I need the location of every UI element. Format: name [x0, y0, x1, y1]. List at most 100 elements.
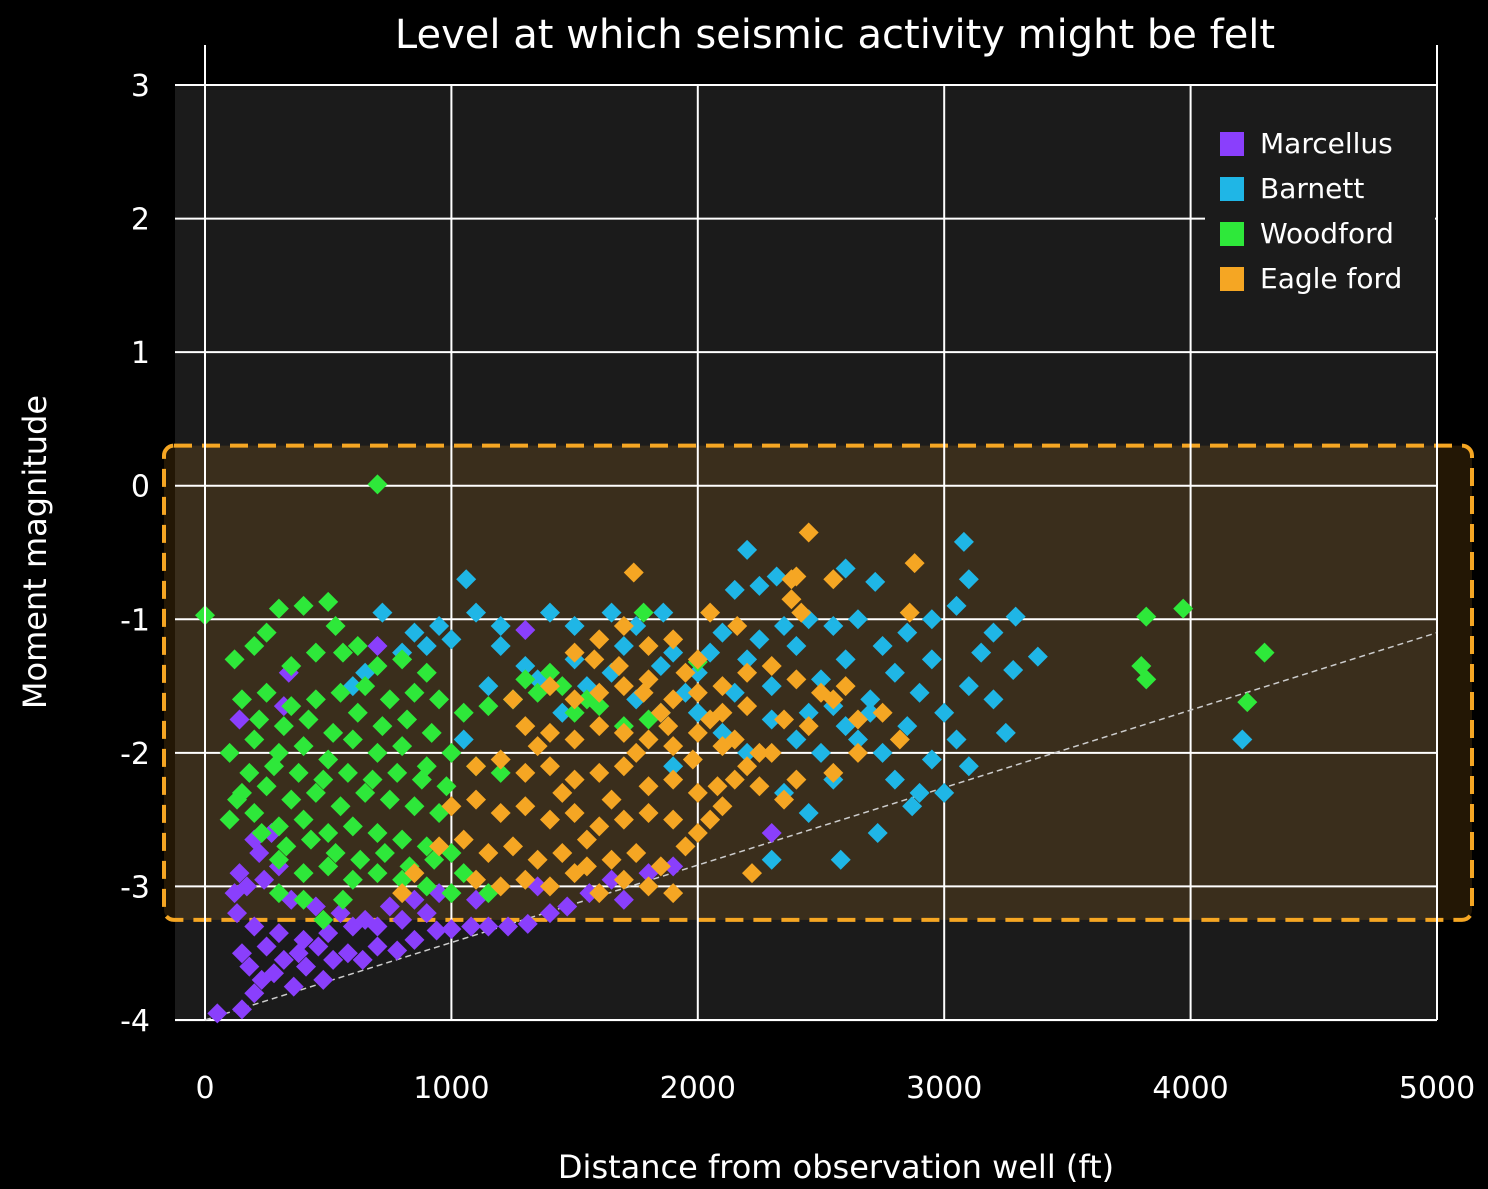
data-point: [313, 969, 334, 990]
data-point: [392, 649, 413, 670]
data-point: [256, 776, 277, 797]
data-point: [786, 729, 807, 750]
x-tick-label: 4000: [1152, 1071, 1228, 1106]
data-point: [872, 636, 893, 656]
data-point: [367, 742, 388, 763]
data-point: [909, 782, 930, 803]
data-point: [889, 729, 910, 750]
data-point: [724, 729, 745, 750]
data-point: [564, 642, 585, 663]
data-point: [1237, 692, 1258, 713]
data-point: [847, 609, 868, 630]
data-point: [293, 889, 314, 910]
data-point: [330, 682, 351, 703]
data-point: [613, 869, 634, 890]
data-point: [823, 689, 844, 710]
data-point: [663, 642, 684, 663]
data-point: [589, 816, 610, 837]
data-point: [774, 789, 795, 810]
data-point: [737, 742, 758, 763]
data-point: [663, 689, 684, 710]
data-point: [552, 702, 573, 723]
data-point: [727, 615, 748, 636]
data-point: [663, 769, 684, 790]
legend-swatch: [1220, 177, 1244, 201]
y-tick-label: 3: [131, 69, 150, 104]
data-point: [663, 629, 684, 650]
data-point: [527, 736, 548, 757]
data-point: [404, 682, 425, 703]
data-point: [872, 702, 893, 723]
data-point: [791, 602, 812, 623]
data-point: [712, 622, 733, 643]
data-point: [397, 709, 418, 730]
data-point: [387, 940, 408, 961]
data-point: [539, 809, 560, 830]
data-point: [626, 843, 647, 864]
data-point: [761, 823, 782, 843]
data-point: [256, 622, 277, 643]
data-point: [638, 636, 659, 656]
data-point: [478, 916, 499, 937]
data-point: [325, 843, 346, 864]
data-point: [362, 769, 383, 790]
data-point: [953, 531, 974, 552]
data-point: [638, 776, 659, 797]
y-tick-label: -2: [120, 737, 150, 772]
x-tick-label: 2000: [660, 1071, 736, 1106]
data-point: [823, 615, 844, 636]
data-point: [1232, 729, 1253, 750]
data-point: [847, 709, 868, 730]
data-point: [1136, 669, 1157, 690]
data-point: [355, 909, 376, 930]
data-point: [601, 869, 622, 890]
data-point: [367, 636, 388, 656]
data-point: [946, 729, 967, 750]
data-point: [971, 642, 992, 663]
data-point: [737, 539, 758, 560]
data-point: [589, 716, 610, 737]
data-point: [687, 682, 708, 703]
data-point: [263, 963, 284, 984]
data-point: [761, 742, 782, 763]
data-point: [229, 709, 250, 730]
data-point: [281, 656, 302, 677]
x-tick-label: 5000: [1399, 1071, 1475, 1106]
data-point: [298, 709, 319, 730]
data-point: [276, 836, 297, 857]
data-point: [367, 656, 388, 677]
data-point: [219, 809, 240, 830]
series-woodford: [195, 474, 1275, 930]
data-point: [490, 615, 511, 636]
data-point: [231, 999, 252, 1020]
data-point: [416, 876, 437, 897]
data-point: [244, 983, 265, 1004]
data-point: [601, 789, 622, 810]
data-point: [392, 883, 413, 904]
legend: Marcellus Barnett Woodford Eagle ford: [1205, 115, 1435, 315]
data-point: [958, 569, 979, 590]
data-point: [293, 736, 314, 757]
data-point: [687, 782, 708, 803]
data-point: [589, 762, 610, 783]
data-point: [675, 662, 696, 683]
data-point: [281, 696, 302, 717]
data-point: [921, 649, 942, 670]
data-point: [256, 936, 277, 957]
data-point: [811, 669, 831, 690]
reference-line: [204, 631, 1438, 1021]
data-point: [675, 836, 696, 857]
data-point: [823, 569, 844, 590]
data-point: [342, 869, 363, 890]
legend-label: Woodford: [1260, 217, 1394, 250]
data-point: [490, 762, 511, 783]
data-point: [552, 843, 573, 864]
data-point: [650, 702, 671, 723]
data-point: [441, 919, 462, 940]
data-point: [456, 569, 477, 590]
data-point: [946, 595, 967, 616]
data-point: [404, 622, 425, 643]
data-point: [268, 923, 289, 944]
data-point: [761, 676, 782, 697]
x-tick-label: 1000: [413, 1071, 489, 1106]
